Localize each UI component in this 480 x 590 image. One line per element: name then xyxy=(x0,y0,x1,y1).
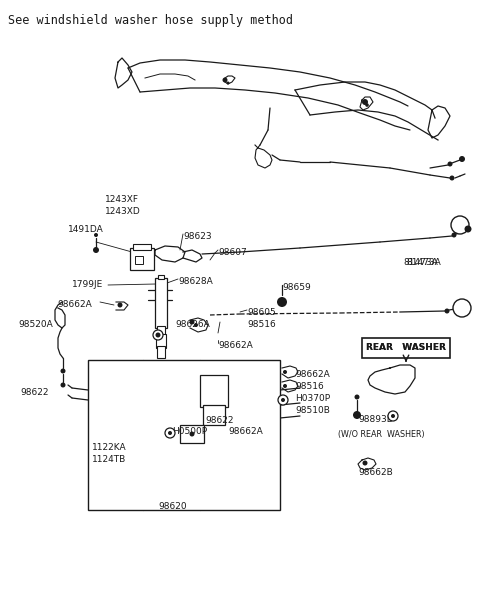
Text: 1491DA: 1491DA xyxy=(68,225,104,234)
Circle shape xyxy=(355,395,360,399)
Text: REAR   WASHER: REAR WASHER xyxy=(366,343,446,352)
Text: 98520A: 98520A xyxy=(18,320,53,329)
Text: 98623: 98623 xyxy=(183,232,212,241)
Circle shape xyxy=(190,431,194,437)
Text: 98662A: 98662A xyxy=(228,427,263,436)
Text: H0500P: H0500P xyxy=(172,427,207,436)
Text: 1243XF: 1243XF xyxy=(105,195,139,204)
Bar xyxy=(158,275,164,279)
Text: 98628A: 98628A xyxy=(178,277,213,286)
Text: 98510B: 98510B xyxy=(295,406,330,415)
Bar xyxy=(157,326,165,336)
Bar xyxy=(130,248,154,270)
Text: REAR   WASHER: REAR WASHER xyxy=(366,343,446,352)
Circle shape xyxy=(223,77,228,83)
Bar xyxy=(135,256,143,264)
Circle shape xyxy=(353,411,361,419)
Text: 98516: 98516 xyxy=(247,320,276,329)
Circle shape xyxy=(190,320,194,325)
Circle shape xyxy=(93,247,99,253)
Circle shape xyxy=(283,370,287,374)
Text: 1122KA: 1122KA xyxy=(92,443,127,452)
Text: 98893B: 98893B xyxy=(358,415,393,424)
Bar xyxy=(157,346,165,358)
Text: 1799JE: 1799JE xyxy=(72,280,103,289)
Circle shape xyxy=(362,461,368,466)
Bar xyxy=(88,360,280,510)
Circle shape xyxy=(194,323,198,327)
Text: 81473A: 81473A xyxy=(403,258,438,267)
Text: 98626A: 98626A xyxy=(175,320,210,329)
Text: 81473A: 81473A xyxy=(406,258,441,267)
Text: 98605: 98605 xyxy=(247,308,276,317)
Circle shape xyxy=(452,232,456,238)
Text: A: A xyxy=(457,221,463,230)
Circle shape xyxy=(283,384,287,388)
Circle shape xyxy=(388,411,398,421)
Circle shape xyxy=(168,431,172,435)
Circle shape xyxy=(156,333,160,337)
Circle shape xyxy=(465,225,471,232)
Circle shape xyxy=(165,428,175,438)
Circle shape xyxy=(451,216,469,234)
Circle shape xyxy=(444,309,449,313)
Circle shape xyxy=(278,395,288,405)
Text: See windshield washer hose supply method: See windshield washer hose supply method xyxy=(8,14,293,27)
Text: 98662A: 98662A xyxy=(218,341,253,350)
Text: 98662A: 98662A xyxy=(295,370,330,379)
Text: 1243XD: 1243XD xyxy=(105,207,141,216)
Circle shape xyxy=(60,369,65,373)
Text: 98620: 98620 xyxy=(158,502,187,511)
Circle shape xyxy=(118,303,122,307)
Bar xyxy=(133,244,151,250)
Bar xyxy=(203,405,225,425)
Text: H0370P: H0370P xyxy=(295,394,330,403)
Text: A: A xyxy=(459,303,465,313)
Circle shape xyxy=(391,414,395,418)
Circle shape xyxy=(94,233,98,237)
Text: 98662B: 98662B xyxy=(358,468,393,477)
Circle shape xyxy=(277,297,287,307)
Text: 98516: 98516 xyxy=(295,382,324,391)
Circle shape xyxy=(362,99,368,105)
Text: 98662A: 98662A xyxy=(57,300,92,309)
Circle shape xyxy=(449,175,455,181)
Circle shape xyxy=(459,156,465,162)
Bar xyxy=(180,425,204,443)
Bar xyxy=(200,375,228,407)
Circle shape xyxy=(453,299,471,317)
Text: 98622: 98622 xyxy=(205,416,233,425)
Circle shape xyxy=(153,330,163,340)
Circle shape xyxy=(447,162,453,166)
Circle shape xyxy=(60,382,65,388)
Bar xyxy=(156,334,166,348)
Circle shape xyxy=(227,81,229,84)
Circle shape xyxy=(281,398,285,402)
Text: 1124TB: 1124TB xyxy=(92,455,126,464)
Bar xyxy=(362,338,450,358)
Circle shape xyxy=(365,103,369,107)
Text: 98622: 98622 xyxy=(20,388,48,397)
Text: 98607: 98607 xyxy=(218,248,247,257)
Bar xyxy=(155,278,167,328)
Text: 98659: 98659 xyxy=(282,283,311,292)
Text: (W/O REAR  WASHER): (W/O REAR WASHER) xyxy=(338,430,425,439)
